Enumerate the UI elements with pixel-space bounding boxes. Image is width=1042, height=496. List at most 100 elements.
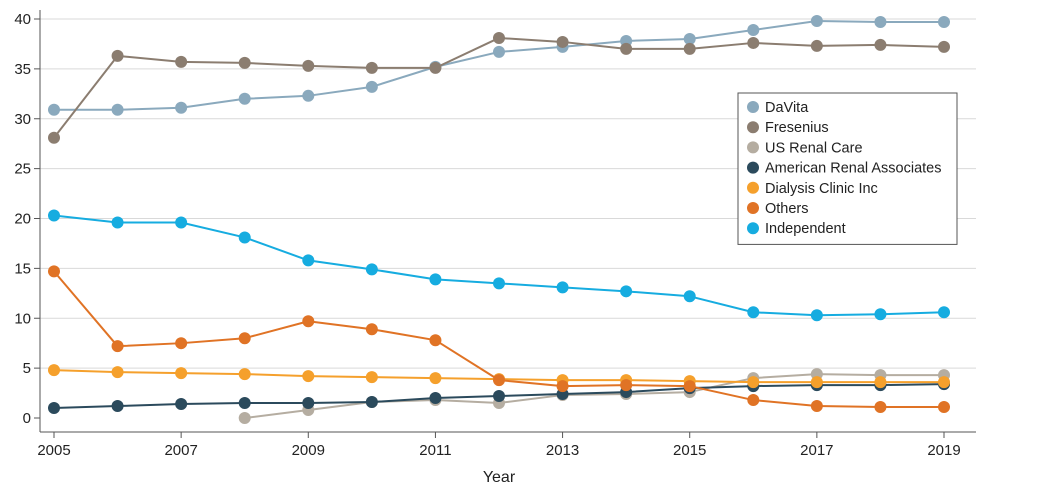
x-axis-ticks: 2005 2007 2009 2011 2013 2015 2017 2019 [37,432,961,459]
data-point [810,309,823,322]
data-point [683,290,696,303]
y-tick-label: 40 [14,11,31,28]
legend-swatch [747,161,759,174]
data-point [111,400,124,413]
series-others [48,265,950,414]
y-tick-label: 25 [14,161,31,178]
data-point [493,45,505,58]
data-point [810,376,823,389]
data-point [747,306,760,319]
data-point [175,216,188,229]
legend-swatch [747,181,759,194]
series-line [53,270,944,409]
data-point [175,337,188,350]
data-point [874,401,887,414]
data-point [48,103,60,116]
data-point [238,412,251,424]
data-point [302,370,315,383]
x-tick-label: 2015 [673,442,706,459]
data-point [938,15,950,28]
x-tick-label: 2005 [37,442,70,459]
legend-label: US Renal Care [765,140,863,156]
data-point [238,56,251,69]
legend-swatch [747,202,759,214]
series-group [48,14,950,424]
data-point [429,61,442,74]
data-point [874,308,887,321]
data-point [747,23,760,36]
y-tick-label: 35 [14,61,31,78]
data-point [238,231,251,244]
legend-box [737,92,958,245]
data-point [493,390,505,403]
y-axis-ticks: 0 5 10 15 20 25 30 35 40 [14,11,40,427]
data-point [874,376,887,389]
data-point [48,265,60,278]
data-point [493,31,505,44]
data-point [238,397,251,410]
y-tick-label: 5 [23,360,31,377]
data-point [810,400,823,413]
data-point [556,380,569,393]
y-tick-label: 10 [14,310,31,327]
data-point [48,209,60,222]
data-point [238,92,251,105]
data-point [747,36,760,49]
y-tick-label: 15 [14,260,31,277]
data-point [175,367,188,380]
data-point [238,368,251,381]
series-independent [48,209,950,322]
data-point [111,103,124,116]
legend-swatch [747,141,759,154]
data-point [620,42,633,55]
data-point [238,332,251,345]
data-point [365,371,378,384]
data-point [365,396,378,409]
y-tick-label: 20 [14,211,31,228]
data-point [48,402,60,415]
axes [39,10,976,433]
series-fresenius [48,31,950,144]
data-point [302,89,315,102]
data-point [556,35,569,48]
legend-label: American Renal Associates [765,161,942,177]
x-tick-label: 2007 [164,442,197,459]
data-point [938,40,950,53]
data-point [175,398,188,411]
data-point [302,397,315,410]
data-point [111,49,124,62]
data-point [48,364,60,377]
data-point [111,366,124,379]
legend-label: Others [765,201,809,217]
data-point [938,306,950,319]
data-point [365,263,378,276]
data-point [48,131,60,144]
data-point [874,15,887,28]
data-point [683,32,696,45]
data-point [620,285,633,298]
x-tick-label: 2019 [927,442,960,459]
data-point [874,38,887,51]
legend-label: Fresenius [765,120,829,136]
data-point [747,376,760,389]
data-point [365,61,378,74]
data-point [429,273,442,286]
y-tick-label: 30 [14,111,31,128]
legend-swatch [747,101,759,113]
data-point [938,401,950,414]
data-point [493,277,505,290]
data-point [747,394,760,407]
x-tick-label: 2011 [419,442,451,459]
data-point [429,392,442,405]
data-point [111,216,124,229]
data-point [938,376,950,389]
legend-label: Dialysis Clinic Inc [765,181,878,197]
grid-lines [40,18,976,369]
data-point [175,101,188,114]
data-point [810,14,823,27]
data-point [302,315,315,328]
data-point [365,323,378,336]
series-line [244,373,944,419]
data-point [365,80,378,93]
